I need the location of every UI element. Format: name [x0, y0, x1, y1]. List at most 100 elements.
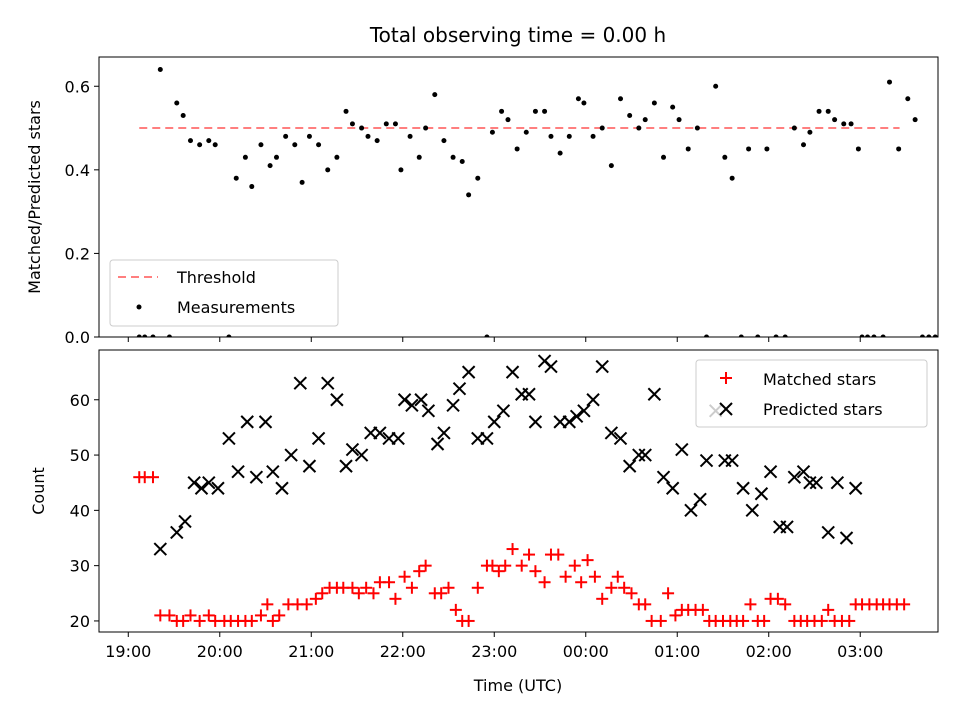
predicted-star-point: [528, 415, 543, 429]
measurement-point: [343, 108, 349, 114]
measurement-point: [738, 334, 744, 337]
measurement-point: [441, 138, 447, 144]
matched-star-point: [559, 570, 572, 583]
predicted-star-point: [803, 475, 817, 490]
measurement-point: [316, 142, 322, 148]
measurement-point: [704, 334, 710, 337]
predicted-star-point: [249, 470, 264, 484]
measurement-point: [299, 179, 305, 185]
count-y-tick-label: 30: [70, 557, 90, 576]
measurement-point: [887, 79, 893, 85]
predicted-star-point: [830, 475, 845, 490]
matched-star-point: [515, 559, 528, 572]
measurement-point: [801, 142, 807, 148]
measurement-point: [374, 138, 380, 144]
predicted-star-point: [178, 514, 192, 529]
measurement-point: [136, 334, 142, 337]
measurement-point: [466, 192, 472, 198]
predicted-star-point: [754, 487, 769, 501]
measurement-point: [542, 108, 548, 114]
time-x-tick-label: 03:00: [837, 642, 883, 661]
predicted-star-point: [595, 359, 609, 374]
measurement-point: [484, 334, 490, 337]
matched-star-point: [529, 565, 542, 578]
matched-star-point: [184, 609, 197, 622]
matched-star-point: [471, 581, 484, 594]
predicted-star-point: [187, 475, 201, 490]
measurement-point: [670, 104, 676, 110]
measurement-point: [292, 142, 298, 148]
predicted-star-point: [577, 404, 591, 418]
matched-star-point: [625, 587, 638, 600]
matched-star-point: [389, 592, 402, 605]
measurement-point: [514, 146, 520, 152]
matched-star-point: [462, 614, 475, 627]
matched-star-point: [419, 559, 432, 572]
measurement-point: [242, 154, 248, 160]
measurement-point: [489, 129, 495, 135]
measurement-point: [206, 138, 212, 144]
predicted-star-point: [345, 442, 360, 457]
measurement-point: [722, 154, 728, 160]
predicted-star-point: [421, 404, 436, 418]
measurement-point: [249, 184, 255, 190]
count-y-axis-label: Count: [29, 467, 48, 515]
measurement-point: [157, 67, 163, 73]
matched-star-point: [744, 598, 757, 611]
predicted-star-point: [452, 381, 467, 396]
measurement-point: [825, 108, 831, 114]
predicted-star-point: [240, 415, 254, 429]
measurement-point: [432, 92, 438, 98]
measurement-point: [575, 96, 581, 102]
count-legend: Matched stars Predicted stars: [695, 359, 928, 428]
measurement-point: [174, 100, 180, 106]
matched-star-point: [669, 609, 682, 622]
measurement-point: [499, 108, 505, 114]
measurement-point: [642, 117, 648, 123]
matched-star-point: [383, 576, 396, 589]
matched-star-point: [538, 576, 551, 589]
predicted-star-point: [405, 398, 419, 413]
legend-predicted-swatch: [719, 402, 733, 416]
legend-matched-label: Matched stars: [763, 370, 876, 389]
predicted-star-point: [258, 415, 273, 429]
matched-star-point: [413, 565, 426, 578]
predicted-star-point: [569, 409, 584, 424]
measurement-point: [651, 100, 657, 106]
ratio-y-axis-label: Matched/Predicted stars: [25, 100, 44, 294]
ratio-x-ticks: [127, 337, 861, 342]
predicted-star-point: [446, 398, 460, 413]
predicted-star-point: [339, 459, 353, 473]
predicted-star-point: [321, 376, 335, 390]
ratio-y-ticks: 0.0 0.2 0.4 0.6: [65, 77, 99, 347]
predicted-star-point: [231, 464, 245, 479]
legend-matched-swatch: [720, 372, 732, 384]
matched-star-point: [486, 559, 499, 572]
predicted-star-point: [211, 481, 225, 495]
measurement-point: [334, 154, 340, 160]
predicted-star-point: [311, 431, 326, 446]
predicted-star-point: [796, 464, 811, 479]
predicted-star-point: [354, 448, 369, 462]
ratio-legend: Threshold Measurements: [109, 259, 339, 327]
matched-star-point: [696, 603, 709, 616]
predicted-star-point: [821, 525, 835, 540]
predicted-star-point: [684, 503, 698, 518]
matched-star-point: [346, 581, 359, 594]
time-x-tick-label: 01:00: [654, 642, 700, 661]
measurement-point: [197, 142, 203, 148]
measurement-point: [764, 146, 770, 152]
predicted-star-point: [848, 481, 863, 495]
measurement-point: [416, 154, 422, 160]
count-legend-box: [695, 359, 928, 428]
time-x-axis-label: Time (UTC): [473, 676, 562, 695]
matched-star-point: [898, 598, 911, 611]
matched-star-point: [581, 554, 594, 567]
matched-star-point: [316, 587, 329, 600]
measurement-point: [398, 167, 404, 173]
measurement-point: [557, 150, 563, 156]
measurement-point: [523, 129, 529, 135]
matched-star-point: [273, 609, 286, 622]
matched-star-point: [779, 598, 792, 611]
measurement-point: [859, 334, 865, 337]
